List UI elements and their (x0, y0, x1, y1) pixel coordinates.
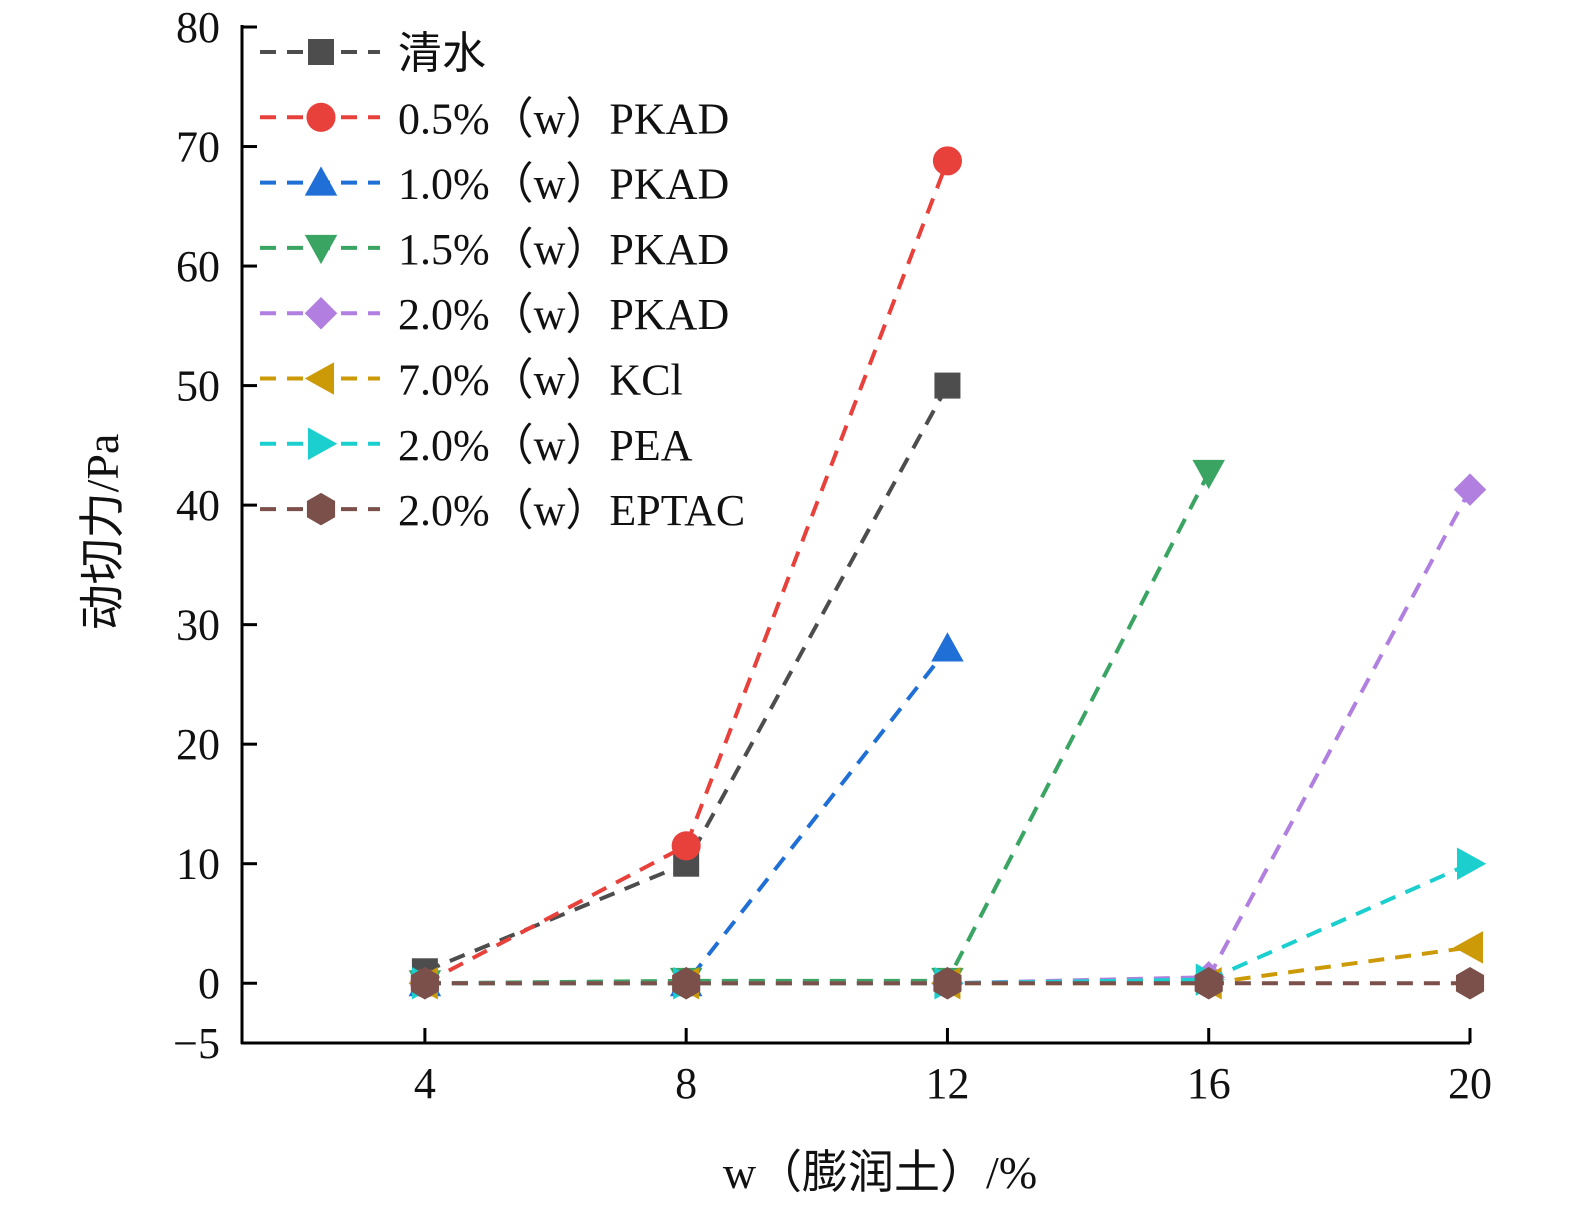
series-line (424, 384, 950, 974)
y-tick-label: 60 (176, 242, 220, 291)
data-point (933, 966, 962, 1000)
axes: −5 0 10 20 30 40 50 60 70 80 4 8 12 16 20 (173, 3, 1492, 1108)
data-point (1457, 847, 1487, 880)
y-tick-label: 30 (176, 601, 220, 650)
x-tick-label: 4 (414, 1059, 436, 1108)
legend-label: 清水 (398, 29, 486, 78)
series-2 (408, 632, 964, 997)
x-tick-label: 8 (675, 1059, 697, 1108)
data-point (1455, 966, 1485, 1000)
legend-label: 1.5%（w）PKAD (398, 225, 729, 274)
data-point (934, 372, 961, 399)
data-point (932, 146, 963, 176)
legend: 清水 0.5%（w）PKAD 1.0%（w）PKAD 1.5%（w）PKAD 2.0%（… (260, 29, 745, 535)
y-axis-title: 动切力/Pa (77, 434, 128, 631)
legend-item: 1.0%（w）PKAD (260, 160, 729, 209)
data-point (671, 831, 701, 861)
x-tick-label: 16 (1187, 1059, 1231, 1108)
legend-marker (304, 296, 338, 330)
legend-marker (304, 362, 334, 395)
y-tick-label: 0 (198, 959, 220, 1008)
plot-area (408, 146, 1487, 1000)
legend-marker (304, 234, 338, 265)
legend-label: 2.0%（w）PEA (398, 421, 693, 470)
y-tick-label: 50 (176, 362, 220, 411)
data-point (1453, 473, 1487, 506)
legend-marker (308, 427, 338, 461)
x-tick-label: 20 (1448, 1059, 1492, 1108)
legend-label: 2.0%（w）PKAD (398, 290, 729, 339)
x-axis-title: w（膨润土）/% (723, 1147, 1037, 1198)
legend-label: 7.0%（w）KCl (398, 356, 683, 405)
legend-marker (308, 39, 334, 65)
legend-item: 0.5%（w）PKAD (260, 94, 729, 143)
series-line (424, 861, 1471, 986)
y-tick-label: 40 (176, 481, 220, 530)
legend-label: 2.0%（w）EPTAC (398, 486, 745, 535)
series-line (424, 488, 1472, 986)
legend-item: 2.0%（w）EPTAC (260, 486, 745, 535)
data-point (410, 966, 439, 1000)
legend-item: 清水 (260, 29, 486, 78)
series-line (423, 160, 950, 986)
data-point (672, 966, 701, 1000)
y-tick-label: −5 (173, 1019, 220, 1068)
series-3 (408, 459, 1225, 1000)
legend-item: 2.0%（w）PEA (260, 421, 693, 470)
series-7 (410, 966, 1485, 1000)
legend-label: 1.0%（w）PKAD (398, 160, 729, 209)
legend-item: 1.5%（w）PKAD (260, 225, 729, 274)
series-line (424, 647, 950, 986)
legend-label: 0.5%（w）PKAD (398, 94, 729, 143)
legend-item: 2.0%（w）PKAD (260, 290, 729, 339)
y-tick-label: 10 (176, 840, 220, 889)
legend-marker (304, 166, 338, 196)
legend-marker (306, 492, 336, 526)
data-point (1194, 966, 1223, 1000)
y-tick-label: 70 (176, 123, 220, 172)
x-tick-label: 12 (925, 1059, 969, 1108)
data-point (931, 632, 964, 662)
series-line (424, 471, 1211, 986)
legend-item: 7.0%（w）KCl (260, 356, 683, 405)
y-tick-label: 80 (176, 3, 220, 52)
series-4 (408, 473, 1487, 1000)
data-point (1192, 459, 1225, 490)
legend-marker (306, 102, 336, 132)
y-tick-label: 20 (176, 720, 220, 769)
data-point (1453, 931, 1483, 964)
